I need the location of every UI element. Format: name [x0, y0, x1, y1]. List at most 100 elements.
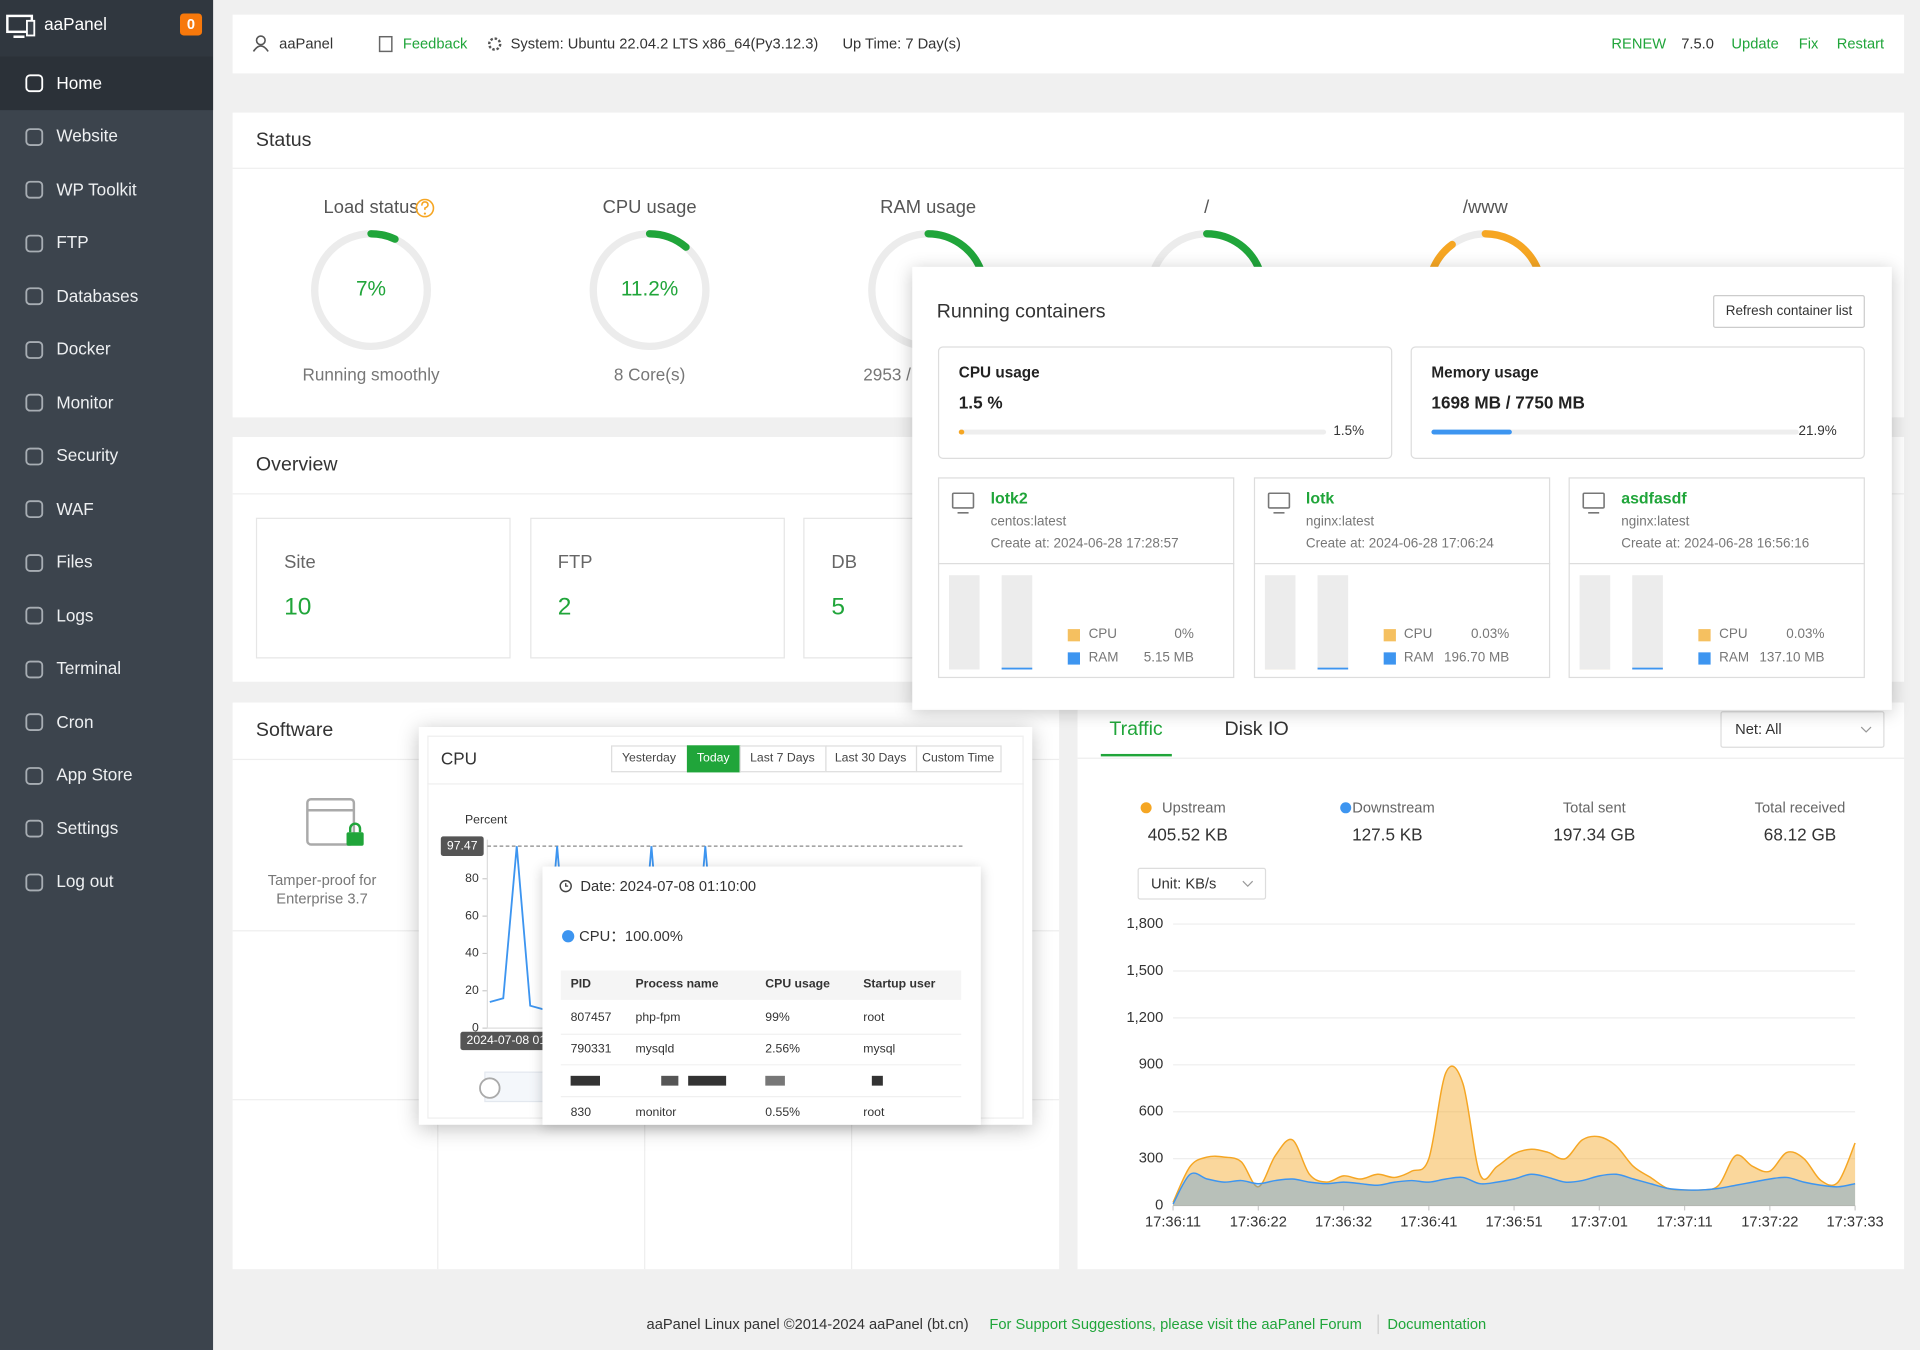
usage-track — [1431, 429, 1799, 435]
software-icon — [306, 798, 364, 846]
lock-shackle — [348, 822, 362, 833]
usage-fill — [1431, 429, 1512, 435]
feedback-link[interactable]: Feedback — [402, 35, 468, 53]
header-action[interactable]: Fix — [1798, 35, 1819, 53]
monitor-icon — [951, 492, 975, 509]
range-tab-text: Today — [696, 751, 730, 765]
menu-icon-shape — [25, 287, 44, 306]
net-select[interactable] — [1720, 711, 1885, 748]
range-tab[interactable] — [686, 745, 741, 773]
menu-icon-shape — [25, 180, 44, 199]
max-tag-text: 97.47 — [447, 838, 478, 852]
usage-bar-label: 1.5% — [1333, 423, 1365, 439]
container-image: centos:latest — [990, 514, 1067, 530]
table-cell: root — [863, 1010, 885, 1025]
unit-select-text: Unit: KB/s — [1151, 874, 1217, 893]
x-tick-label: 17:36:32 — [1315, 1215, 1372, 1231]
divider — [1568, 563, 1865, 565]
overview-label: DB — [831, 551, 857, 573]
redacted — [765, 1075, 785, 1086]
overview-value[interactable]: 2 — [557, 593, 572, 621]
y-tick-label: 600 — [1139, 1104, 1164, 1120]
gauge-value: 11.2% — [621, 278, 678, 301]
traffic-stat-value: 197.34 GB — [1553, 824, 1636, 845]
legend-dot — [1140, 802, 1152, 814]
x-tick-label: 17:36:22 — [1230, 1215, 1287, 1231]
ram-legend-swatch — [1383, 652, 1396, 665]
menu-icon-shape — [25, 872, 44, 891]
menu-icon — [25, 660, 44, 678]
header-action[interactable]: Update — [1731, 35, 1779, 53]
menu-icon — [25, 393, 44, 412]
table-cell: 790331 — [570, 1042, 612, 1057]
range-tab[interactable] — [739, 745, 827, 773]
menu-label: Website — [56, 125, 118, 146]
header-action[interactable]: Restart — [1836, 35, 1885, 53]
container-image: nginx:latest — [1305, 514, 1375, 530]
net-select-text: Net: All — [1735, 720, 1782, 738]
table-header: PID — [570, 977, 592, 992]
x-tick-label: 17:37:11 — [1657, 1215, 1713, 1231]
legend-label: RAM — [1403, 650, 1434, 666]
menu-icon-shape — [25, 393, 44, 412]
container-name[interactable]: lotk — [1305, 488, 1335, 507]
y-tick-label: 20 — [465, 983, 479, 997]
area-line — [1172, 1172, 1856, 1205]
refresh-button[interactable] — [1713, 294, 1865, 329]
overview-value[interactable]: 10 — [284, 593, 312, 621]
overview-label: FTP — [557, 551, 593, 573]
chevron — [1860, 726, 1872, 733]
container-name[interactable]: asdfasdf — [1621, 488, 1687, 507]
footer-docs[interactable]: Documentation — [1387, 1315, 1487, 1333]
container-name[interactable]: lotk2 — [990, 488, 1028, 507]
container-graphics — [1264, 492, 1396, 670]
help-mark — [421, 201, 429, 210]
range-tab[interactable] — [915, 745, 1002, 773]
ram-legend-swatch — [1698, 652, 1711, 665]
legend-dot — [1140, 802, 1152, 814]
menu-icon-shape — [25, 713, 44, 731]
table-cell: root — [863, 1106, 885, 1120]
menu-label: Databases — [56, 285, 139, 306]
menu-icon — [25, 340, 44, 359]
badge — [180, 13, 203, 36]
traffic-tab[interactable]: Disk IO — [1224, 718, 1289, 740]
redacted — [661, 1075, 679, 1086]
axis-title: Percent — [465, 813, 508, 828]
header-action: 7.5.0 — [1681, 35, 1714, 53]
table-header: CPU usage — [765, 977, 830, 992]
table-cell: mysqld — [635, 1042, 675, 1057]
menu-label: Monitor — [56, 392, 114, 412]
y-tick-label: 60 — [465, 908, 479, 922]
overview-value[interactable]: 5 — [831, 593, 846, 621]
y-tick-label: 1,800 — [1126, 916, 1163, 932]
time-tag — [460, 1031, 559, 1051]
traffic-tab[interactable]: Traffic — [1109, 718, 1163, 740]
cpu-legend-swatch — [1383, 629, 1396, 642]
software-name[interactable]: Tamper-proof for Enterprise 3.7 — [267, 871, 377, 907]
user-icon-body — [252, 45, 269, 52]
unit-select[interactable] — [1137, 867, 1267, 900]
menu-icon-shape — [25, 447, 44, 465]
legend-label: RAM — [1719, 650, 1750, 666]
gauge-label: /www — [1463, 196, 1509, 217]
footer-separator — [1377, 1314, 1379, 1335]
header-action[interactable]: RENEW — [1611, 35, 1667, 53]
menu-icon — [25, 234, 44, 252]
footer-forum[interactable]: For Support Suggestions, please visit th… — [989, 1315, 1362, 1333]
legend-label: CPU — [1403, 627, 1433, 642]
container-cpu: 0.03% — [1786, 627, 1825, 642]
container-ram: 137.10 MB — [1759, 650, 1825, 666]
menu-icon — [25, 180, 44, 199]
usage-label: Memory usage — [1431, 364, 1539, 382]
y-tick-label: 1,200 — [1126, 1010, 1163, 1026]
menu-item[interactable] — [0, 56, 214, 110]
user-name: aaPanel — [279, 35, 334, 53]
menu-icon-shape — [25, 819, 44, 838]
table-cell: mysql — [863, 1042, 896, 1057]
container-created: Create at: 2024-06-28 16:56:16 — [1621, 536, 1810, 552]
gauge-label: / — [1204, 196, 1210, 217]
range-tab[interactable] — [611, 745, 689, 773]
system-icon — [487, 37, 502, 51]
container-created: Create at: 2024-06-28 17:28:57 — [990, 536, 1179, 552]
